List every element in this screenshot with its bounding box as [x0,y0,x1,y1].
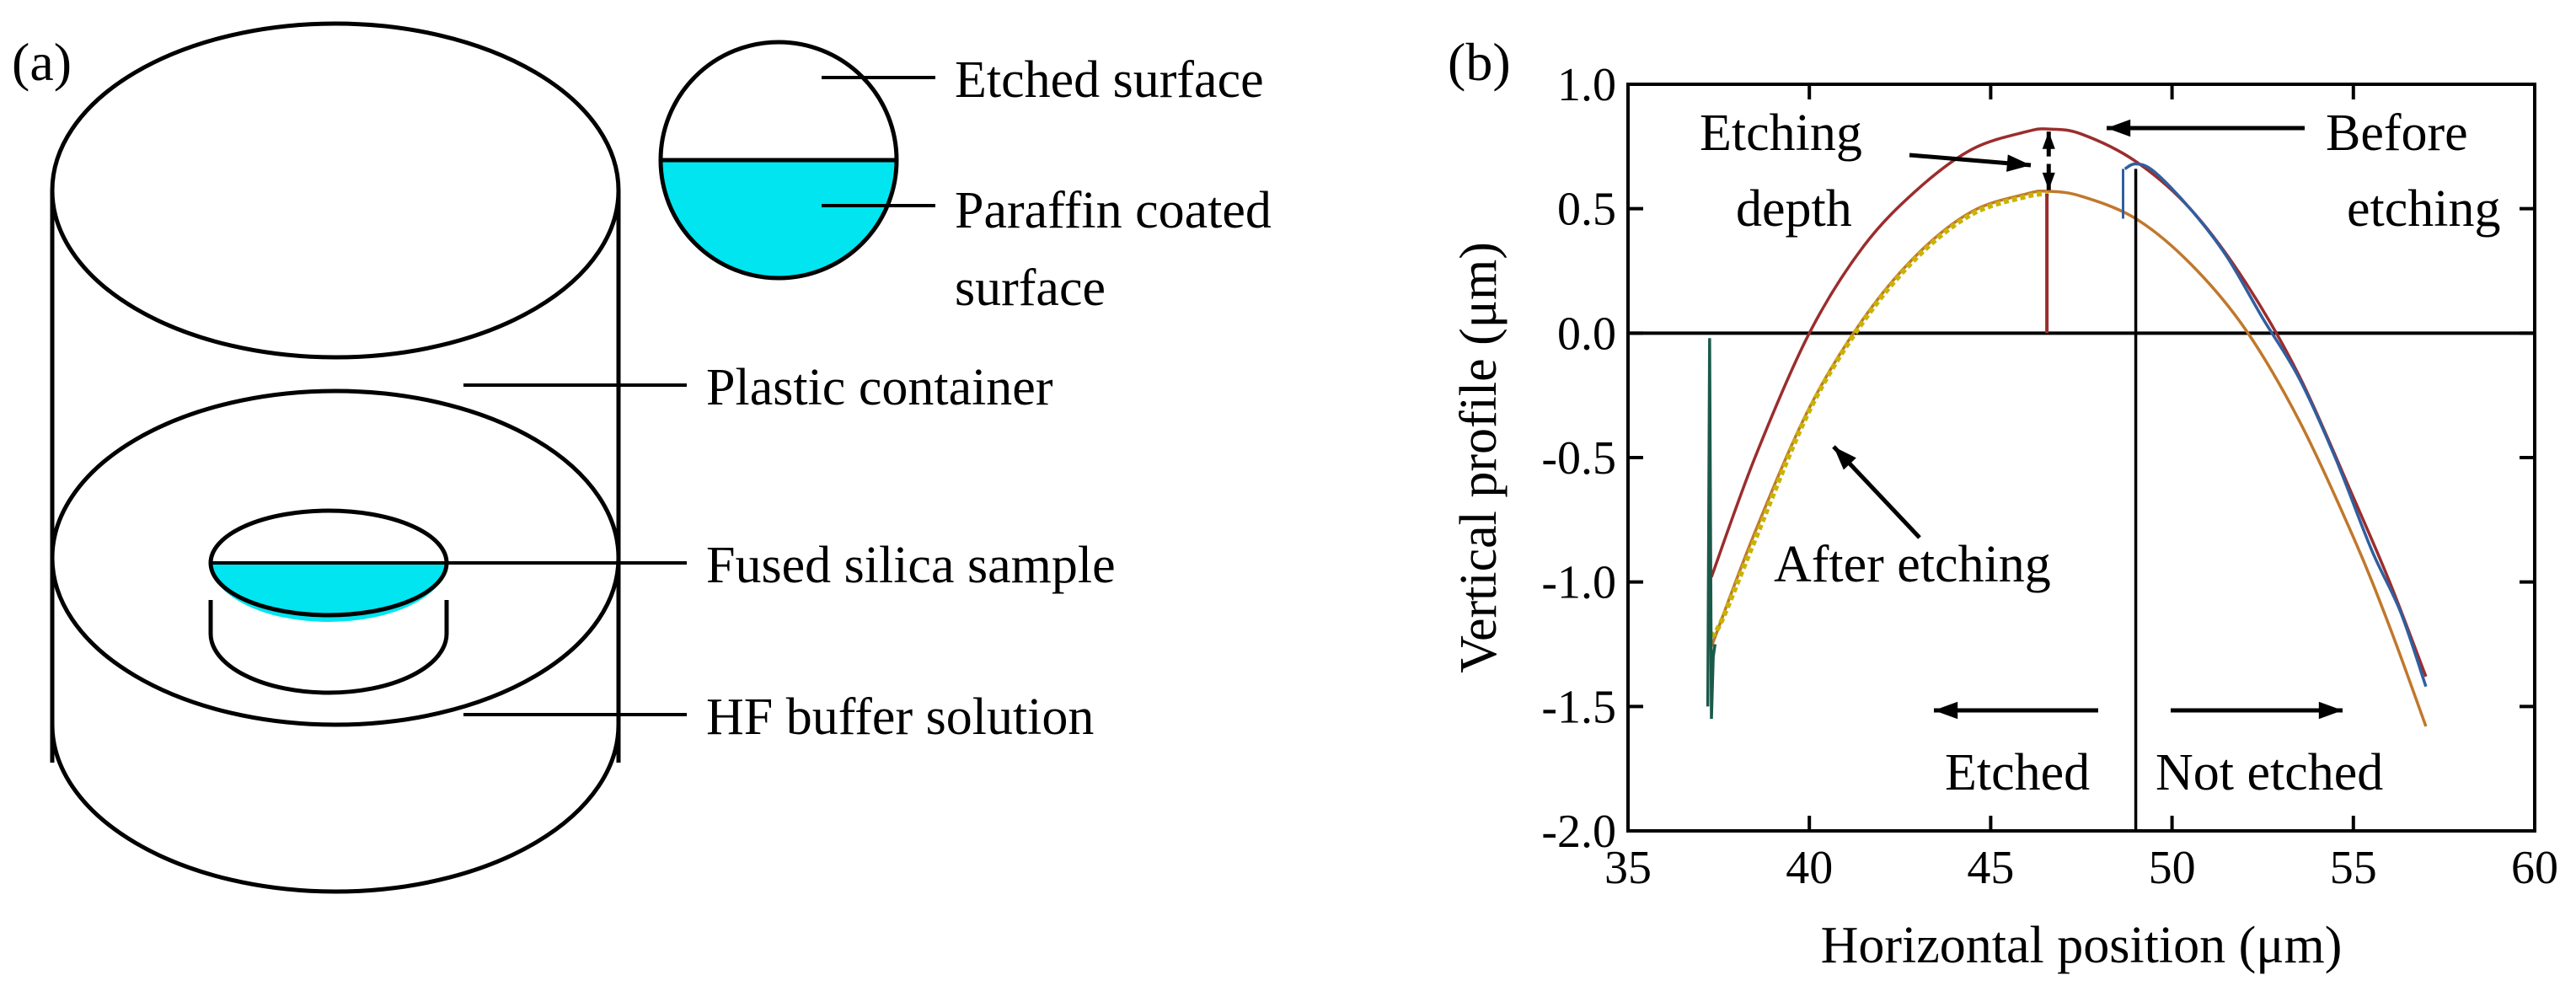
label-hf-buffer-solution: HF buffer solution [706,688,1094,746]
label-plastic-container: Plastic container [706,359,1053,416]
panel-a-label: (a) [12,32,72,92]
container-top-ellipse [50,21,621,360]
y-tick-label: -0.5 [1541,432,1616,485]
panel-a: (a) Etched s [12,21,1272,894]
annotation-etched: Etched [1945,744,2090,801]
y-tick-label: -1.0 [1541,557,1616,609]
label-fused-silica-sample: Fused silica sample [706,537,1116,594]
y-tick-label: -1.5 [1541,681,1616,733]
data-series [1706,127,2428,831]
annotation-before-l2: etching [2347,180,2501,238]
plastic-container-drawing [50,21,621,894]
annotation-after-etching: After etching [1774,536,2051,593]
annotation-before-l1: Before [2326,104,2468,162]
x-tick-label: 40 [1786,842,1833,894]
fused-silica-sample-drawing [208,508,449,695]
series-line-4 [2123,162,2428,688]
arrow-depth-up-head [2042,131,2055,149]
label-paraffin-surface: surface [955,260,1106,317]
container-bottom-arc [50,724,621,894]
arrow-etching-depth-head [2006,154,2031,172]
arrow-depth-down-head [2042,172,2055,190]
axis-ticks: 35 40 45 50 55 60 1.0 0.5 0.0 -0.5 -1.0 -1.5 -2.0 [1541,59,2558,894]
series-line-3 [1709,190,2049,639]
solution-surface-ellipse [50,388,621,727]
label-etched-surface: Etched surface [955,51,1264,109]
inset-paraffin-fill [661,160,897,278]
x-tick-label: 60 [2511,842,2558,894]
annotation-arrows [1832,119,2343,720]
x-tick-label: 45 [1967,842,2014,894]
series-line-2 [1710,189,2428,727]
arrow-not-etched-right-head [2318,701,2343,720]
annotation-not-etched: Not etched [2156,744,2383,801]
annotation-etching-l2: depth [1736,180,1852,238]
label-paraffin-coated: Paraffin coated [955,182,1272,239]
y-tick-label: -2.0 [1541,806,1616,858]
y-tick-label: 0.0 [1557,308,1616,360]
y-axis-title: Vertical profile (μm) [1450,242,1508,673]
x-tick-label: 55 [2330,842,2377,894]
panel-b-label: (b) [1448,32,1511,92]
inset-sample-top-view [658,40,899,281]
y-tick-label: 1.0 [1557,59,1616,111]
y-tick-label: 0.5 [1557,184,1616,236]
arrow-etched-left-head [1934,701,1958,720]
arrow-after-etching-head [1834,447,1856,470]
series-line-5 [1706,338,1717,720]
annotation-etching-l1: Etching [1700,104,1862,162]
panel-b: (b) 35 40 45 50 55 60 1.0 0.5 0.0 -0.5 -1.0 -1.5 -2.… [1448,32,2558,974]
x-axis-title: Horizontal position (μm) [1821,917,2343,974]
x-tick-label: 35 [1604,842,1652,894]
arrow-before-etching-head [2107,119,2131,137]
leader-lines [447,76,935,716]
x-tick-label: 50 [2149,842,2196,894]
